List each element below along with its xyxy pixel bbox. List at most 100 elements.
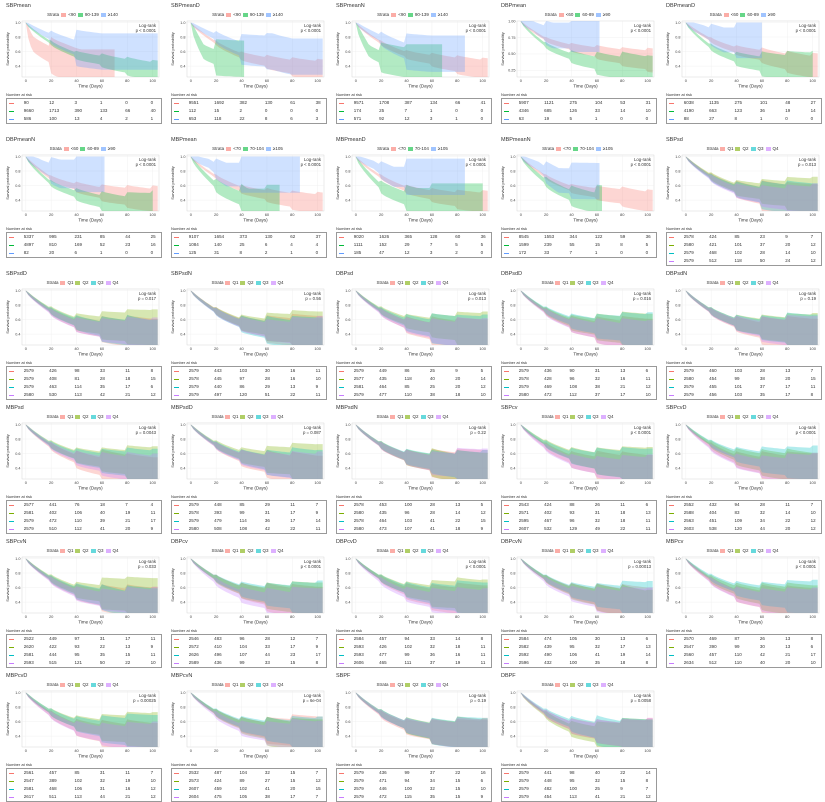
risk-cell: 22 bbox=[290, 392, 296, 397]
risk-table: 9551 1692 382 130 61 38 112 15 2 0 0 0 653 118 22 8 6 3 bbox=[171, 98, 327, 124]
x-tick-label: 100 bbox=[809, 346, 816, 351]
risk-cell: 2522 bbox=[23, 636, 34, 641]
risk-cell: 21 bbox=[620, 384, 626, 389]
x-tick-label: 0 bbox=[355, 78, 358, 83]
x-tick-label: 60 bbox=[595, 480, 600, 485]
legend-entry: Q4 bbox=[607, 548, 614, 554]
risk-cell: 1713 bbox=[49, 108, 60, 113]
legend-swatch bbox=[265, 12, 271, 17]
risk-cell: 20 bbox=[125, 526, 131, 531]
risk-row: 2579 426 98 33 11 8 bbox=[7, 367, 161, 375]
panel-title: SBPmeanN bbox=[336, 3, 365, 9]
risk-cell: 2596 bbox=[518, 660, 529, 665]
legend-entry: Q4 bbox=[277, 280, 284, 286]
y-tick-label: 1.0 bbox=[180, 289, 185, 293]
plot-area bbox=[21, 422, 160, 480]
p-value: p < 0.0001 bbox=[796, 28, 817, 33]
risk-table: 2579 460 103 28 13 7 2580 454 99 38 20 15 2579 455 101… bbox=[666, 366, 822, 400]
y-tick-label: 0.6 bbox=[675, 452, 680, 456]
x-tick-label: 80 bbox=[785, 346, 790, 351]
risk-cell: 2579 bbox=[518, 368, 529, 373]
risk-cell: 2579 bbox=[518, 794, 529, 799]
legend-swatch bbox=[575, 12, 581, 17]
legend-swatch bbox=[60, 548, 66, 553]
risk-cell: 19 bbox=[125, 510, 131, 515]
legend-swatch bbox=[750, 414, 756, 419]
risk-table: 2584 474 105 30 13 6 2582 439 95 32 17 13 2592 490 106… bbox=[501, 634, 657, 668]
legend-entry: Q4 bbox=[442, 548, 449, 554]
risk-row: 9020 1626 365 128 60 36 bbox=[337, 233, 491, 241]
risk-cell: 0 bbox=[125, 100, 128, 105]
legend-swatch bbox=[765, 414, 771, 419]
risk-cell: 105 bbox=[569, 636, 578, 641]
p-value: p < 0.0001 bbox=[796, 564, 817, 569]
legend-title: Strata bbox=[376, 548, 389, 554]
legend-title: Strata bbox=[46, 682, 59, 688]
risk-cell: 512 bbox=[709, 258, 717, 263]
risk-cell: 134 bbox=[429, 100, 438, 105]
x-tick-label: 20 bbox=[379, 78, 384, 83]
strata-marker bbox=[339, 655, 344, 656]
risk-row: 1084 140 25 6 4 4 bbox=[172, 241, 326, 249]
risk-cell: 103 bbox=[239, 368, 248, 373]
risk-cell: 457 bbox=[379, 636, 387, 641]
x-tick-label: 0 bbox=[190, 212, 193, 217]
legend-swatch bbox=[720, 280, 726, 285]
risk-cell: 102 bbox=[404, 644, 413, 649]
legend-swatch bbox=[555, 280, 561, 285]
ci-band bbox=[25, 558, 158, 613]
y-tick-label: 1.0 bbox=[180, 691, 185, 695]
y-tick-label: 1.0 bbox=[675, 289, 680, 293]
risk-cell: 538 bbox=[709, 526, 717, 531]
risk-row: 2593 426 102 32 18 11 bbox=[337, 643, 491, 651]
y-tick-label: 0.4 bbox=[15, 332, 20, 336]
risk-row: 2563 451 109 34 22 12 bbox=[667, 517, 821, 525]
risk-cell: 11 bbox=[645, 518, 651, 523]
strata-marker bbox=[174, 387, 179, 388]
risk-cell: 36 bbox=[480, 234, 486, 239]
risk-cell: 38 bbox=[759, 376, 765, 381]
risk-table: 5907 1121 275 104 53 31 4346 685 126 33 14 10 63 19 5 1… bbox=[501, 98, 657, 124]
risk-table: 2579 449 86 25 9 5 2577 435 118 40 20 14 2581 464 85 25… bbox=[336, 366, 492, 400]
risk-table-title: Number at risk bbox=[666, 628, 693, 633]
ci-band bbox=[685, 424, 818, 479]
risk-cell: 10 bbox=[150, 778, 156, 783]
risk-cell: 17 bbox=[810, 652, 816, 657]
risk-cell: 9660 bbox=[23, 108, 34, 113]
risk-cell: 0 bbox=[315, 108, 319, 113]
legend: Strata <60 60-89 ≥90 bbox=[0, 146, 165, 151]
risk-row: 2547 390 99 30 13 6 bbox=[667, 643, 821, 651]
risk-cell: 85 bbox=[734, 234, 740, 239]
strata-marker bbox=[669, 647, 674, 648]
y-axis-label: Survival probability bbox=[170, 568, 175, 602]
logrank-label: Log-rank bbox=[634, 157, 652, 162]
plot-area bbox=[351, 154, 490, 212]
ci-band bbox=[355, 290, 488, 345]
x-tick-label: 80 bbox=[290, 212, 295, 217]
risk-cell: 98 bbox=[569, 770, 575, 775]
risk-table: 90 12 3 1 0 0 9660 1713 390 133 66 40 586 100 13 4 2 1 bbox=[6, 98, 162, 124]
logrank-label: Log-rank bbox=[469, 157, 487, 162]
risk-cell: 2578 bbox=[353, 518, 364, 523]
strata-marker bbox=[9, 111, 14, 112]
risk-cell: 14 bbox=[455, 636, 461, 641]
plot-area bbox=[516, 556, 655, 614]
legend-swatch bbox=[226, 12, 232, 17]
risk-row: 2578 428 96 32 16 11 bbox=[502, 375, 656, 383]
legend: Strata Q1 Q2 Q3 Q4 bbox=[660, 280, 825, 285]
risk-cell: 102 bbox=[239, 786, 248, 791]
panel-title: DBPmeanD bbox=[666, 3, 696, 9]
strata-marker bbox=[339, 521, 344, 522]
x-tick-label: 0 bbox=[355, 346, 358, 351]
risk-table: 2543 424 88 26 11 6 2571 402 93 31 18 13 2595 467 96 32… bbox=[501, 500, 657, 534]
risk-cell: 5 bbox=[455, 242, 458, 247]
ci-band bbox=[520, 692, 653, 747]
risk-cell: 1553 bbox=[544, 234, 555, 239]
x-tick-label: 100 bbox=[479, 346, 486, 351]
risk-cell: 11 bbox=[150, 636, 156, 641]
risk-cell: 27 bbox=[264, 778, 270, 783]
risk-cell: 2579 bbox=[188, 518, 199, 523]
risk-cell: 12 bbox=[404, 116, 410, 121]
x-tick-label: 60 bbox=[760, 212, 765, 217]
